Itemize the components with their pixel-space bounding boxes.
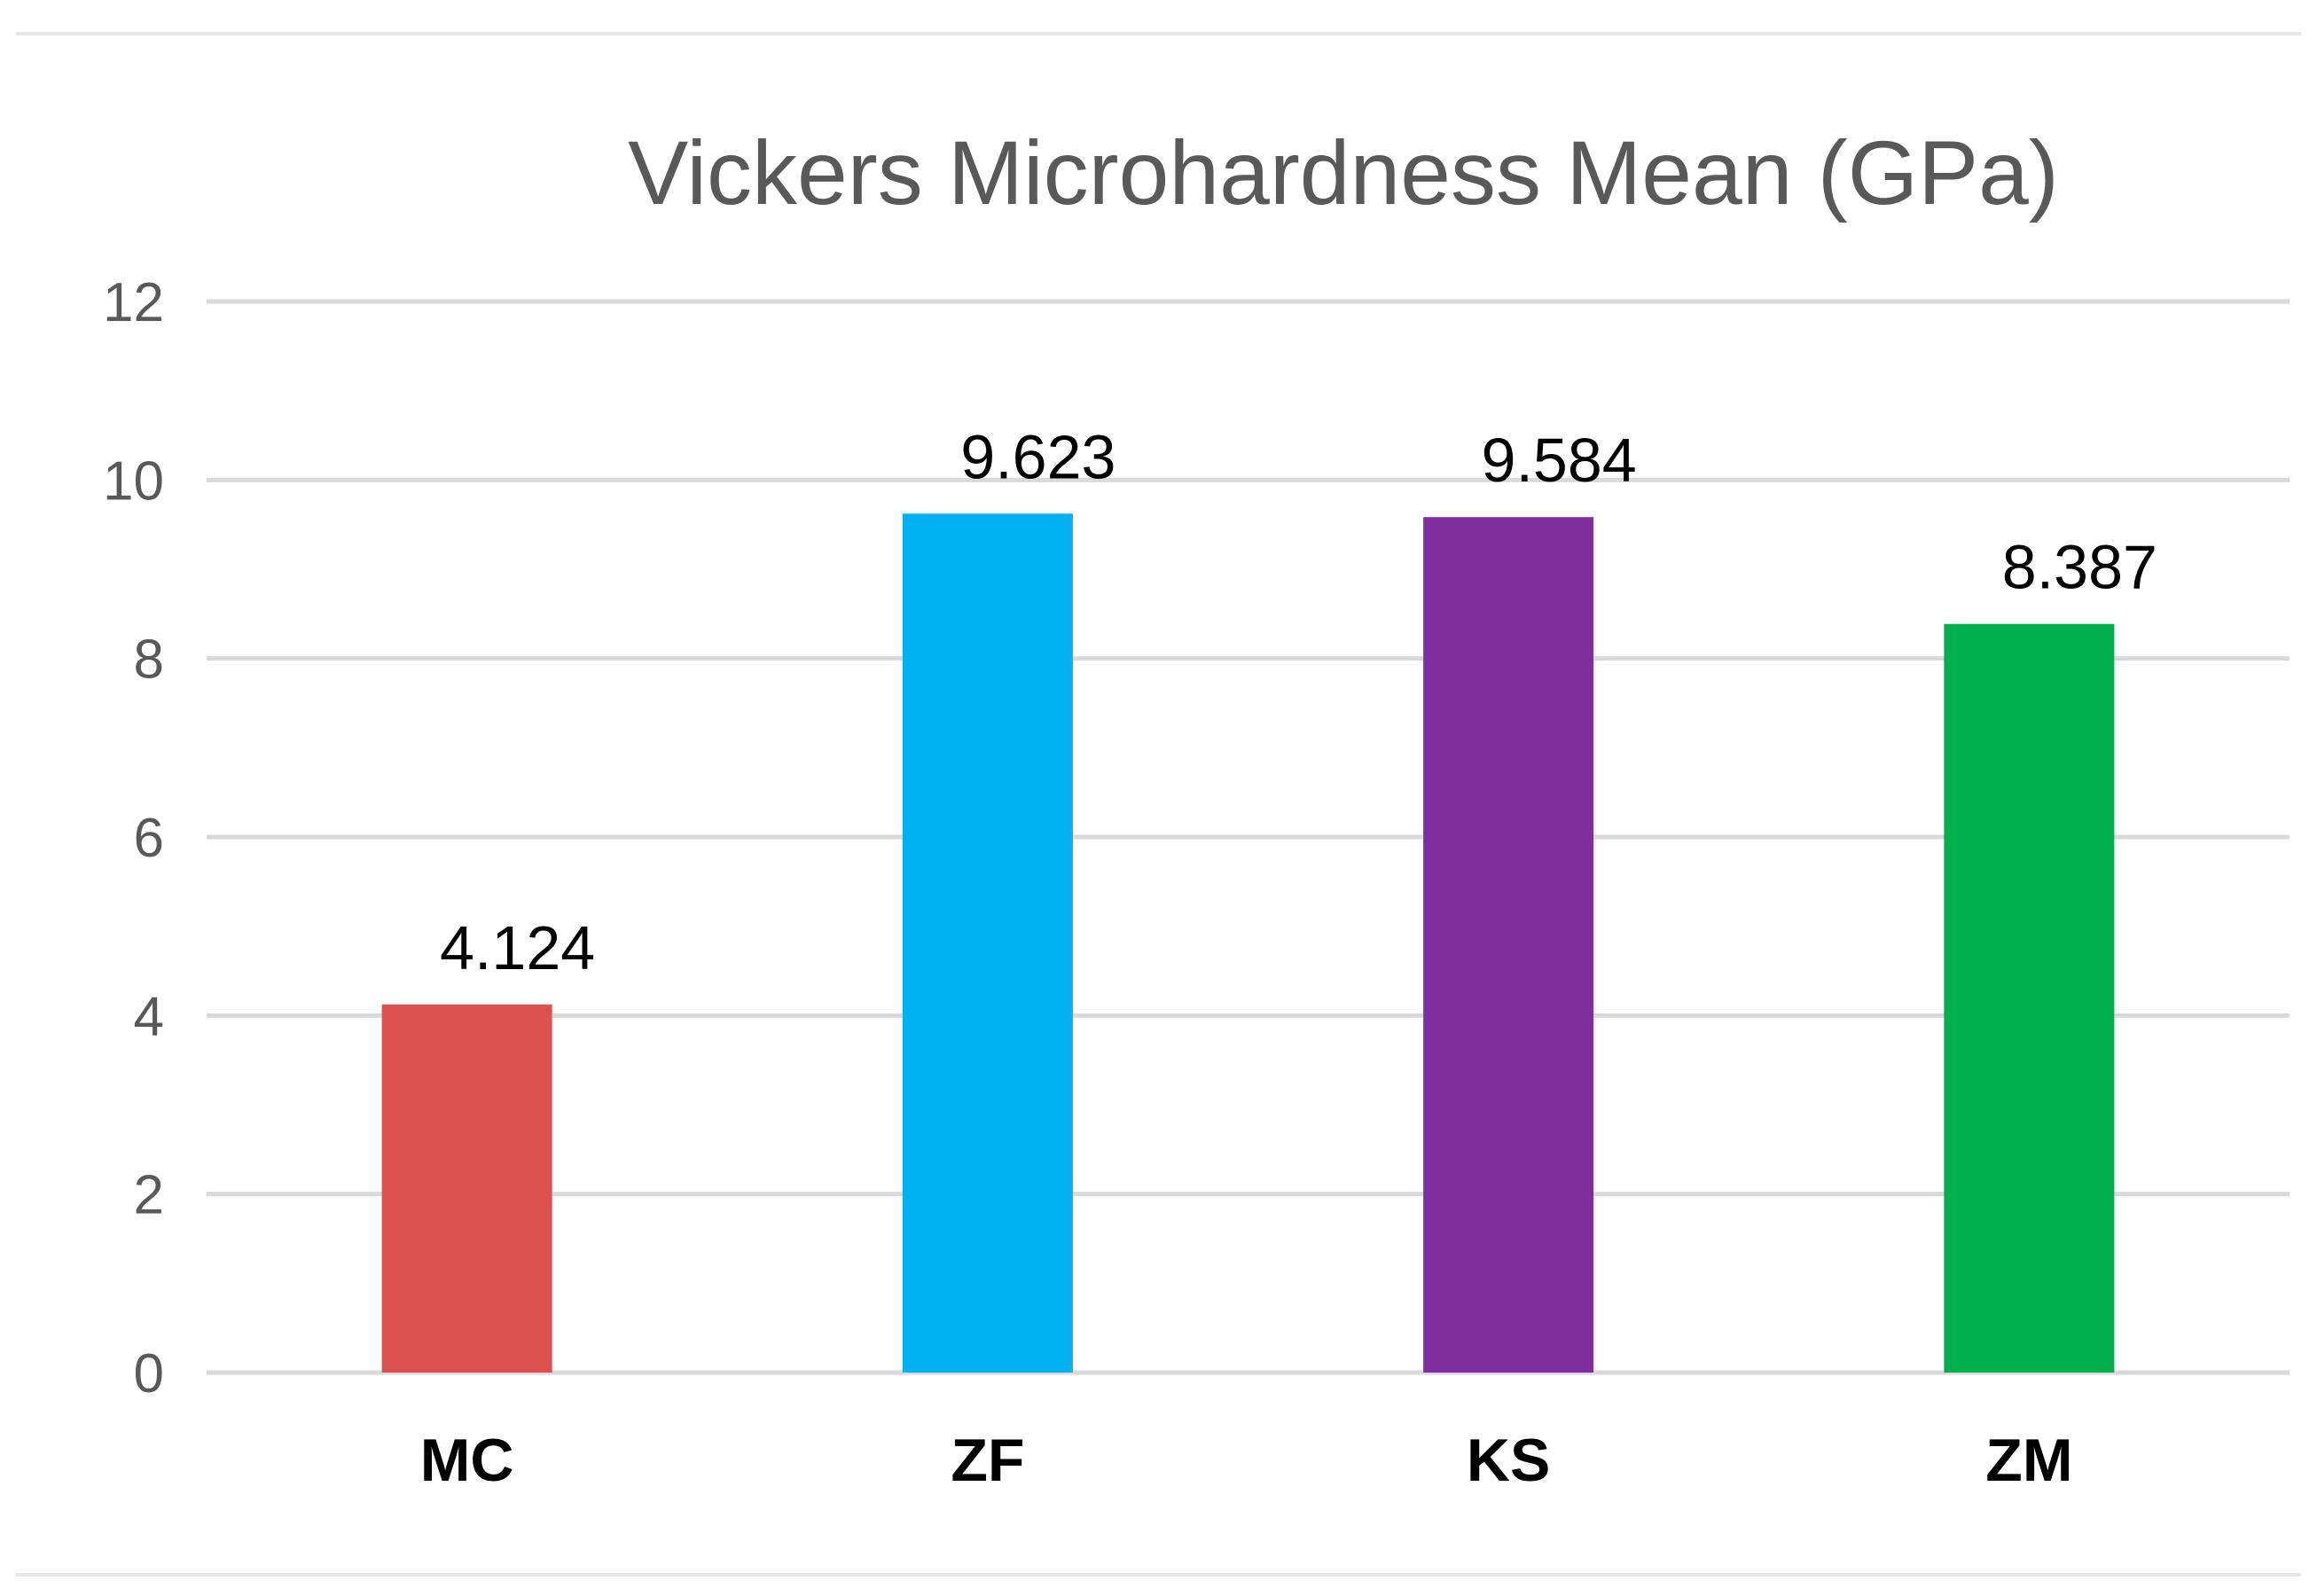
y-tick-label: 8 bbox=[134, 630, 164, 691]
bar-mc bbox=[381, 1004, 552, 1373]
data-label-zf: 9.623 bbox=[960, 422, 1115, 491]
y-tick-label: 12 bbox=[103, 272, 164, 333]
bar-zf bbox=[902, 513, 1073, 1373]
x-axis-category-labels: MC ZF KS ZM bbox=[420, 1427, 2073, 1494]
y-tick-label: 2 bbox=[134, 1165, 164, 1226]
y-tick-label: 6 bbox=[134, 808, 164, 869]
y-tick-label: 4 bbox=[134, 986, 164, 1047]
data-label-zm: 8.387 bbox=[2002, 533, 2157, 602]
y-tick-label: 10 bbox=[103, 450, 164, 512]
bar-zm bbox=[1944, 623, 2115, 1373]
y-tick-label: 0 bbox=[134, 1343, 164, 1404]
y-axis-tick-labels: 0 2 4 6 8 10 12 bbox=[103, 272, 164, 1404]
category-label-mc: MC bbox=[420, 1427, 514, 1494]
bar-ks bbox=[1423, 517, 1594, 1373]
category-label-zf: ZF bbox=[951, 1427, 1024, 1494]
data-label-ks: 9.584 bbox=[1482, 426, 1637, 495]
data-label-mc: 4.124 bbox=[440, 913, 595, 982]
bars bbox=[381, 513, 2115, 1373]
chart-title: Vickers Microhardness Mean (GPa) bbox=[628, 122, 2059, 223]
category-label-ks: KS bbox=[1467, 1427, 1550, 1494]
gridlines bbox=[207, 299, 2290, 1375]
data-labels: 4.124 9.623 9.584 8.387 bbox=[440, 422, 2157, 982]
category-label-zm: ZM bbox=[1985, 1427, 2072, 1494]
